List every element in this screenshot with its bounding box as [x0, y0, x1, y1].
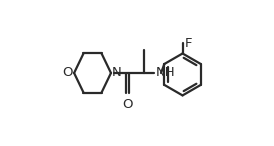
Text: F: F — [184, 37, 192, 50]
Text: NH: NH — [156, 66, 175, 80]
Text: O: O — [122, 98, 133, 111]
Text: O: O — [62, 66, 73, 80]
Text: N: N — [112, 66, 121, 80]
